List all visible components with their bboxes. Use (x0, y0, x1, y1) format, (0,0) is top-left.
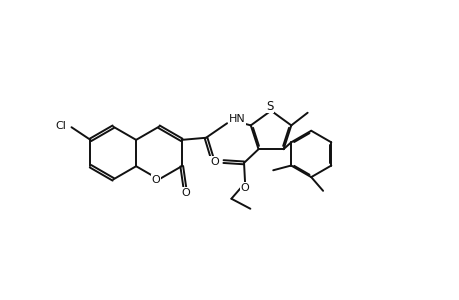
Text: O: O (240, 183, 249, 193)
Text: Cl: Cl (55, 121, 66, 131)
Text: S: S (265, 100, 273, 112)
Text: HN: HN (228, 114, 245, 124)
Text: O: O (210, 159, 219, 169)
Text: O: O (151, 175, 160, 185)
Text: O: O (181, 188, 190, 198)
Text: O: O (210, 157, 218, 166)
